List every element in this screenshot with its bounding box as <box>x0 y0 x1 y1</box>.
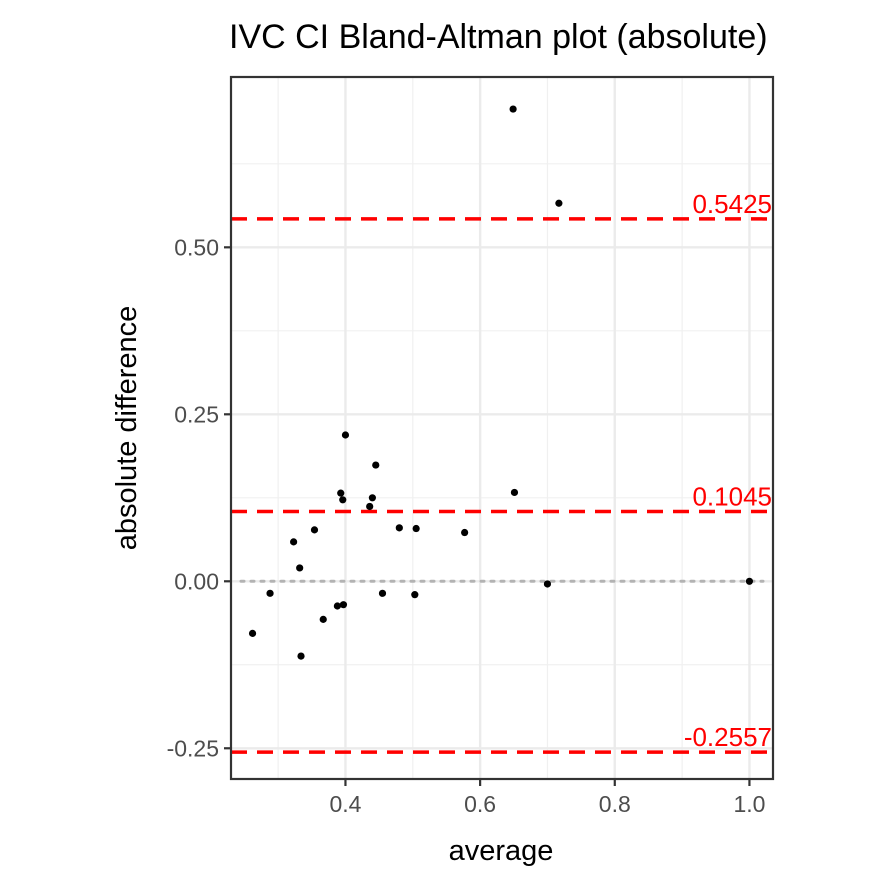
data-point <box>310 526 319 534</box>
data-point <box>745 577 754 585</box>
y-axis: -0.25 0.00 0.25 0.50 <box>167 234 231 761</box>
data-point <box>266 589 274 597</box>
data-point <box>297 652 305 660</box>
data-point <box>543 580 552 588</box>
data-point <box>296 564 304 572</box>
data-point <box>290 538 298 546</box>
minor-gridlines <box>231 77 773 779</box>
x-tick-label: 1.0 <box>733 791 765 817</box>
reference-line-label: 0.1045 <box>692 481 772 511</box>
data-point <box>509 105 517 113</box>
data-point <box>368 494 376 502</box>
y-tick-label: -0.25 <box>167 735 219 761</box>
data-point <box>248 629 257 637</box>
panel-border-rect <box>229 75 775 781</box>
reference-line-label: 0.5425 <box>692 189 772 219</box>
data-point <box>412 524 420 533</box>
panel-rect <box>231 77 773 779</box>
plot-panel-border <box>229 75 775 781</box>
limits-of-agreement-lines <box>231 217 773 754</box>
data-point <box>411 591 419 599</box>
data-point <box>319 615 327 623</box>
x-axis-title: average <box>449 835 554 867</box>
data-point <box>461 528 469 537</box>
data-point <box>366 502 374 511</box>
data-point <box>339 601 348 609</box>
data-point <box>372 461 380 469</box>
x-tick-label: 0.8 <box>599 791 631 817</box>
x-tick-label: 0.6 <box>464 791 496 817</box>
y-tick-label: 0.25 <box>174 401 219 427</box>
data-points <box>248 105 754 660</box>
data-point <box>395 524 403 532</box>
data-point <box>378 589 387 597</box>
reference-line-label: -0.2557 <box>684 722 772 752</box>
y-axis-title: absolute difference <box>111 306 143 551</box>
x-tick-label: 0.4 <box>329 791 361 817</box>
data-point <box>339 496 347 504</box>
chart-title: IVC CI Bland-Altman plot (absolute) <box>229 18 768 56</box>
y-tick-label: 0.00 <box>174 568 219 594</box>
data-point <box>555 199 563 207</box>
data-point <box>337 489 345 497</box>
x-axis: 0.4 0.6 0.8 1.0 <box>329 779 765 817</box>
data-point <box>510 488 519 497</box>
data-point <box>333 602 341 610</box>
plot-panel-background <box>231 77 773 779</box>
data-point <box>341 431 350 439</box>
limits-of-agreement-labels: 0.5425 0.1045 -0.2557 <box>684 189 772 752</box>
y-tick-label: 0.50 <box>174 234 219 260</box>
